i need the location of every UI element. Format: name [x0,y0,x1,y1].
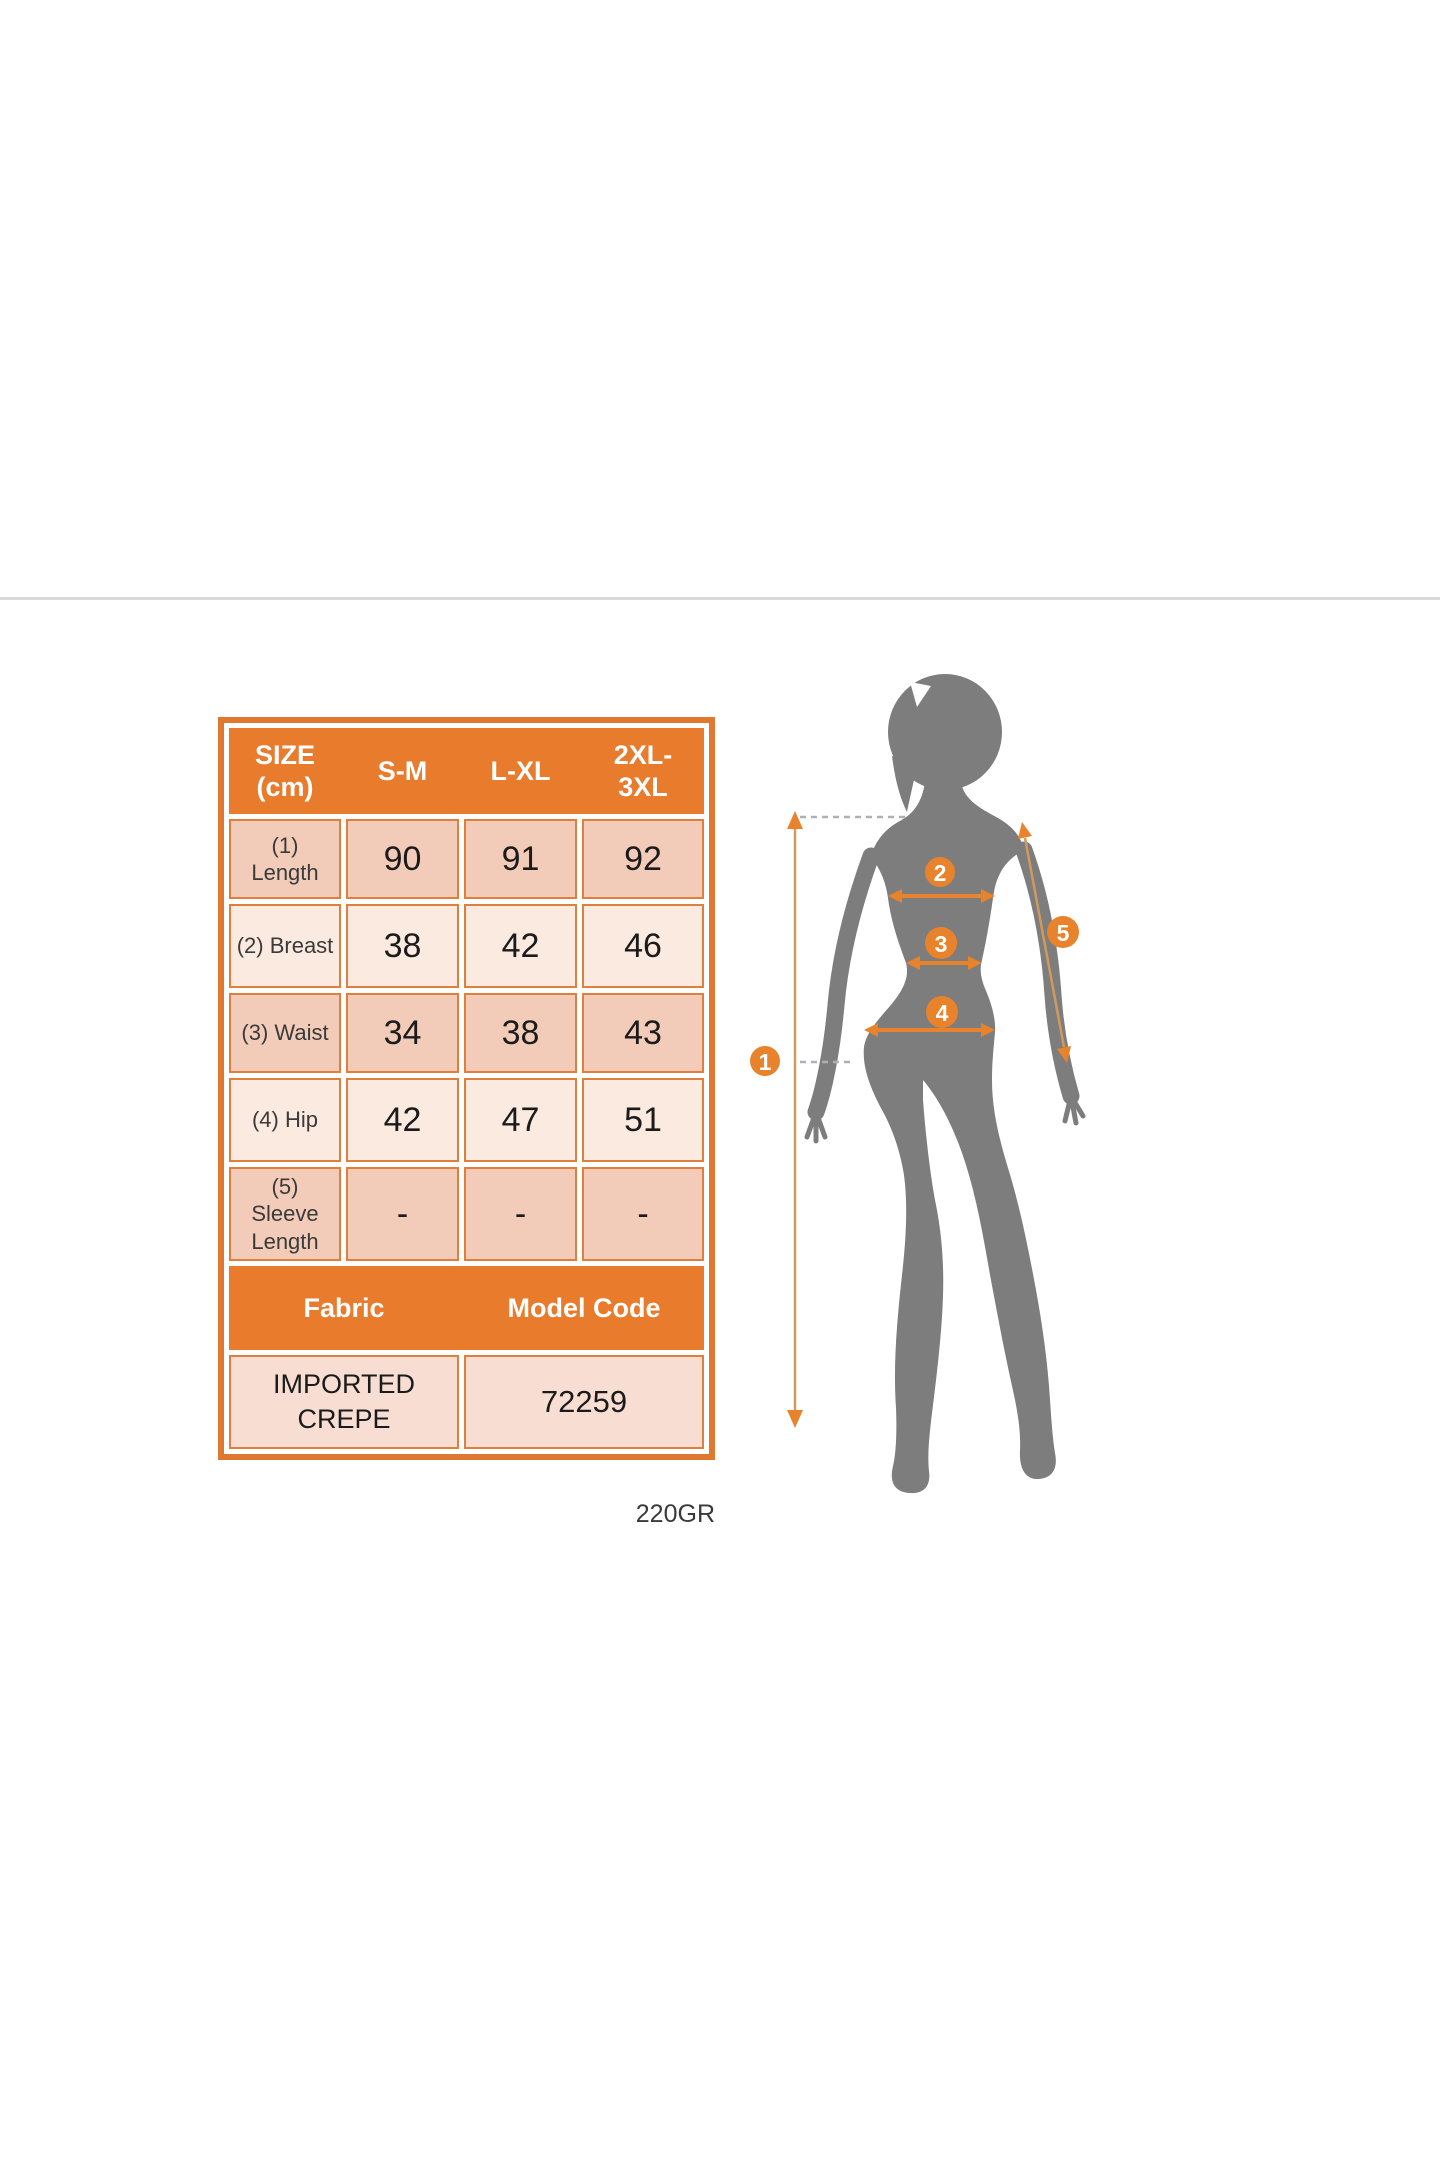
waist-2xl-3xl: 43 [582,993,704,1073]
right-arm [1015,841,1080,1105]
breast-l-xl: 42 [464,904,577,988]
hair-parting-notch [910,682,931,707]
waist-l-xl: 38 [464,993,577,1073]
hip-arrow [864,1023,995,1037]
marker-3: 3 [925,927,957,959]
marker-1: 1 [750,1046,780,1076]
breast-arrow [888,889,995,903]
fabric-header-cell: Fabric [303,1292,385,1323]
hip-s-m: 42 [346,1078,459,1162]
figure-silhouette [804,674,1086,1494]
left-hand [804,1109,828,1144]
fabric-value-cell: IMPORTED CREPE [229,1355,459,1449]
row-label-length: (1) Length [229,819,341,899]
svg-text:2: 2 [934,860,947,886]
length-l-xl: 91 [464,819,577,899]
hair-tip [892,756,918,812]
fabric-model-header-row: Fabric Model Code [229,1266,704,1350]
size-column-header: SIZE (cm) [254,739,315,802]
left-arm [807,847,880,1121]
marker-5: 5 [1047,916,1079,948]
svg-text:1: 1 [759,1049,772,1075]
svg-text:5: 5 [1057,920,1070,946]
marker-4: 4 [926,996,958,1028]
row-label-breast: (2) Breast [229,904,341,988]
right-hand [1062,1093,1086,1126]
measurement-diagram: 1 2 3 4 5 [750,674,1086,1494]
row-label-sleeve-length: (5) Sleeve Length [229,1167,341,1261]
column-header-2xl-3xl: 2XL- 3XL [613,739,673,802]
svg-text:3: 3 [935,931,948,957]
waist-arrow [906,956,982,970]
body [863,782,1056,1494]
height-arrow [787,811,803,1428]
size-table: SIZE (cm) S-M L-XL 2XL- 3XL (1) Length 9… [218,717,715,1460]
sleeve-l-xl: - [464,1167,577,1261]
sleeve-2xl-3xl: - [582,1167,704,1261]
model-code-header-cell: Model Code [507,1292,661,1323]
svg-text:4: 4 [936,1000,949,1026]
row-label-waist: (3) Waist [229,993,341,1073]
weight-note: 220GR [635,1500,715,1528]
model-code-value-cell: 72259 [464,1355,704,1449]
breast-s-m: 38 [346,904,459,988]
column-header-l-xl: L-XL [490,755,551,786]
waist-s-m: 34 [346,993,459,1073]
hip-l-xl: 47 [464,1078,577,1162]
column-header-s-m: S-M [377,755,428,786]
marker-2: 2 [925,857,955,887]
row-label-hip: (4) Hip [229,1078,341,1162]
breast-2xl-3xl: 46 [582,904,704,988]
page-divider [0,597,1440,600]
sleeve-arrow [1018,822,1071,1063]
size-table-header-row: SIZE (cm) S-M L-XL 2XL- 3XL [229,728,704,814]
hip-2xl-3xl: 51 [582,1078,704,1162]
length-s-m: 90 [346,819,459,899]
sleeve-s-m: - [346,1167,459,1261]
length-2xl-3xl: 92 [582,819,704,899]
